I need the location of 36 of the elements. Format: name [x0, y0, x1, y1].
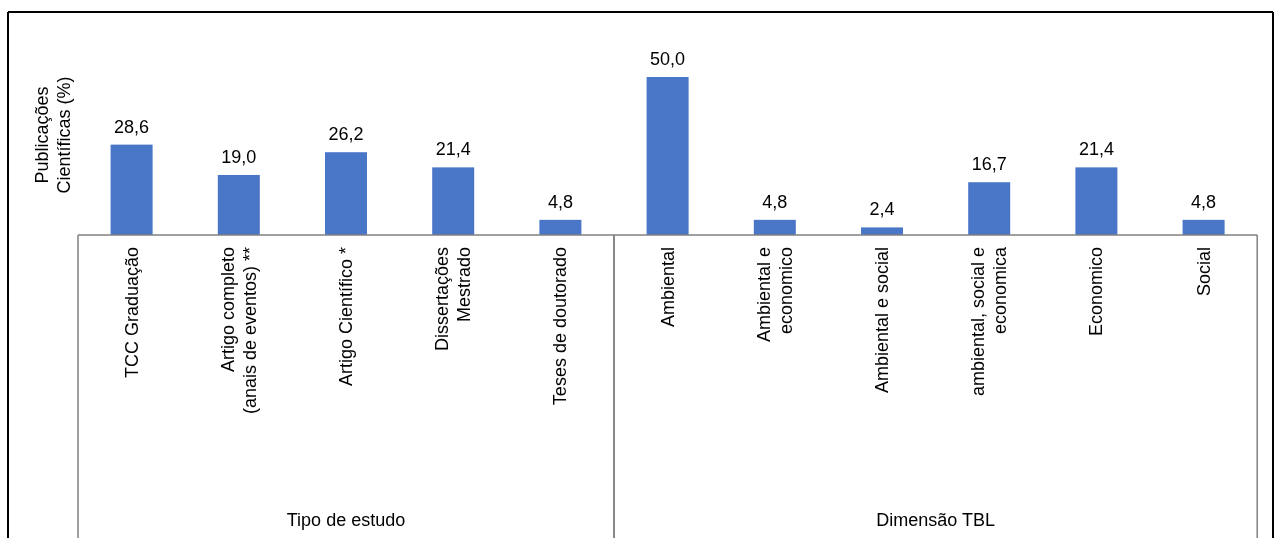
x-tick-label: Artigo completo (anais de eventos) ** — [217, 247, 260, 415]
data-label: 16,7 — [971, 154, 1007, 175]
data-label: 2,4 — [869, 199, 895, 220]
x-tick-label: Ambiental e social — [872, 247, 892, 394]
x-axis-title: Tipo de estudo — [286, 510, 406, 530]
bar — [539, 219, 582, 235]
bar — [432, 167, 475, 235]
x-tick-label: Ambiental — [657, 247, 678, 328]
bar — [1182, 219, 1225, 235]
bar — [861, 227, 903, 235]
data-label: 26,2 — [328, 124, 364, 145]
data-label: 4,8 — [1191, 191, 1217, 212]
data-label: 28,6 — [114, 116, 150, 137]
bar — [217, 174, 260, 235]
data-label: 4,8 — [547, 191, 573, 212]
x-tick-label: Dissertações Mestrado — [432, 247, 475, 352]
bar — [325, 152, 367, 235]
bar — [1075, 167, 1118, 235]
y-axis-title: Publicações Científicas (%) — [32, 76, 74, 194]
bar — [968, 182, 1011, 235]
x-tick-label: Economico — [1086, 247, 1107, 337]
x-tick-label: TCC Graduação — [121, 247, 142, 379]
x-tick-label: Social — [1193, 247, 1214, 297]
x-tick-label: ambiental, social e economica — [968, 246, 1011, 397]
x-tick-label: Teses de doutorado — [550, 247, 571, 406]
x-axis-title: Dimensão TBL — [876, 510, 995, 530]
data-label: 19,0 — [221, 146, 257, 167]
x-tick-label: Artigo Científico * — [336, 247, 356, 387]
data-label: 21,4 — [1078, 139, 1114, 160]
data-label: 4,8 — [762, 191, 788, 212]
data-label: 21,4 — [435, 139, 471, 160]
bar — [646, 77, 689, 235]
x-tick-label: Ambiental e economico — [753, 247, 796, 343]
data-label: 50,0 — [650, 49, 686, 69]
bar — [753, 219, 796, 235]
bar — [110, 144, 153, 235]
